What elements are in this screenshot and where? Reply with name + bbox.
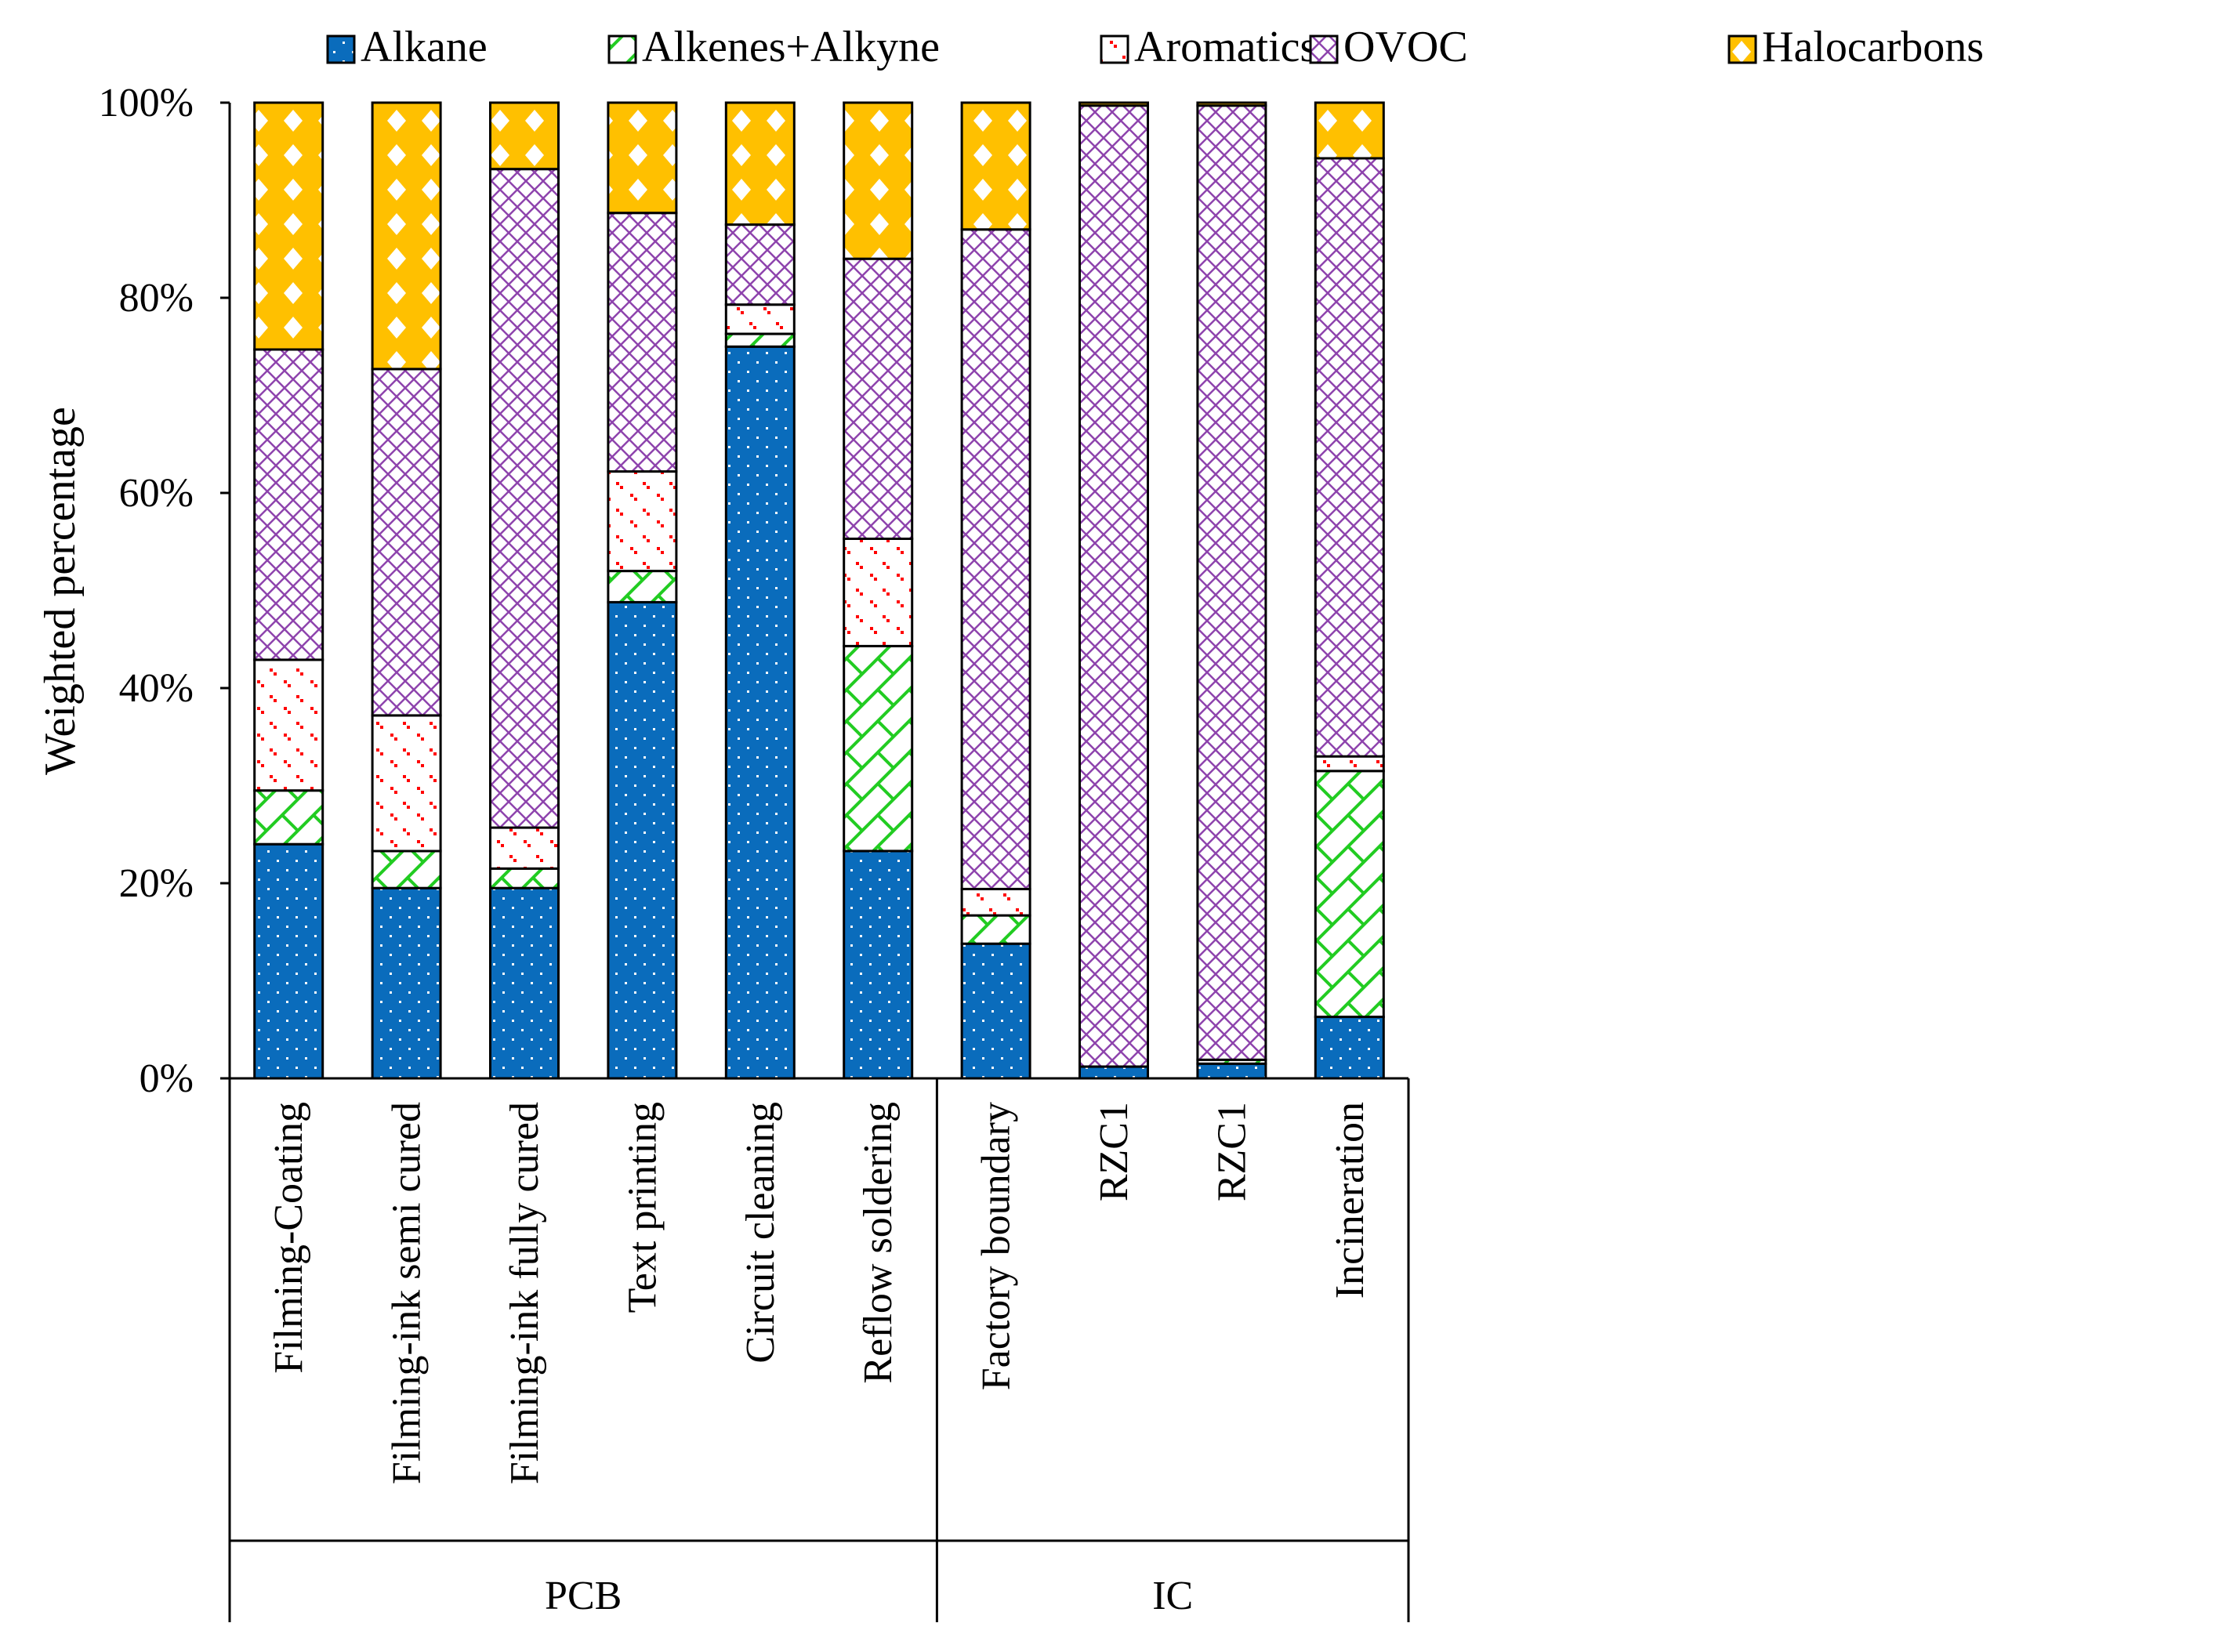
bar-segment-aromatics-5: [724, 303, 796, 335]
bar-segment-aromatics-4: [607, 470, 678, 573]
bar-segment-ovoc-7: [960, 228, 1031, 890]
bar-segment-ovoc-8: [1078, 104, 1149, 1068]
legend-swatch-ovoc: [1309, 34, 1339, 64]
bar-segment-aromatics-7: [960, 888, 1031, 917]
legend-swatch-alkenes-alkyne: [607, 34, 637, 64]
bar-segment-ovoc-10: [1314, 157, 1385, 758]
legend-label-halocarbons: Halocarbons: [1762, 23, 1984, 71]
group-label-pcb: PCB: [545, 1574, 622, 1618]
bar-segment-alkane-9: [1196, 1062, 1267, 1080]
bar-segment-aromatics-3: [489, 826, 560, 870]
bar-segment-ovoc-1: [253, 348, 324, 661]
bar-segment-halocarbons-2: [371, 101, 442, 371]
plot-area: [253, 101, 1385, 1080]
bar-segment-aromatics-10: [1314, 755, 1385, 773]
bar-segment-ovoc-5: [724, 223, 796, 306]
y-tick-label: 100%: [99, 81, 194, 125]
group-label-ic: IC: [1152, 1574, 1193, 1618]
bar-segment-alkane-3: [489, 886, 560, 1080]
x-tick-label: Text printing: [620, 1102, 665, 1313]
bar-segment-halocarbons-5: [724, 101, 796, 226]
bar-segment-halocarbons-9: [1196, 101, 1267, 107]
bar-segment-alkenes-alkyne-6: [843, 645, 914, 853]
legend: Alkane Alkenes+Alkyne Aromatics OVOC Halocar…: [326, 23, 1984, 71]
y-tick-label: 60%: [119, 471, 194, 516]
bar-segment-alkenes-alkyne-1: [253, 789, 324, 846]
bar-segment-alkane-5: [724, 345, 796, 1080]
bar-segment-halocarbons-10: [1314, 101, 1385, 160]
x-tick-label: RZC1: [1092, 1102, 1137, 1201]
y-axis-label: Weighted percentage: [36, 407, 85, 775]
bar-segment-alkane-7: [960, 942, 1031, 1080]
x-tick-label: Filming-ink semi cured: [385, 1102, 430, 1484]
legend-label-alkenes-alkyne: Alkenes+Alkyne: [642, 23, 940, 71]
bar-segment-alkenes-alkyne-3: [489, 867, 560, 889]
bar-segment-halocarbons-7: [960, 101, 1031, 231]
bar-segment-aromatics-6: [843, 538, 914, 647]
bar-segment-alkenes-alkyne-2: [371, 850, 442, 889]
bar-segment-aromatics-2: [371, 714, 442, 853]
bar-segment-alkenes-alkyne-5: [724, 332, 796, 348]
bar-segment-halocarbons-4: [607, 101, 678, 215]
axes: 0% 20% 40% 60% 80% 100% Weighted percentage Fil…: [36, 81, 1410, 1622]
bar-segment-halocarbons-6: [843, 101, 914, 260]
bar-segment-ovoc-3: [489, 168, 560, 829]
legend-swatch-alkane: [326, 34, 356, 64]
bar-segment-alkane-6: [843, 850, 914, 1080]
bar-segment-ovoc-6: [843, 257, 914, 540]
bar-segment-alkane-2: [371, 886, 442, 1080]
bar-segment-alkane-1: [253, 842, 324, 1080]
x-tick-label: Reflow soldering: [856, 1102, 901, 1384]
bar-segment-ovoc-2: [371, 368, 442, 717]
y-tick-label: 20%: [119, 861, 194, 906]
bar-segment-alkane-10: [1314, 1016, 1385, 1080]
x-tick-label: Incineration: [1328, 1102, 1372, 1299]
bar-segment-alkenes-alkyne-10: [1314, 770, 1385, 1018]
y-tick-label: 80%: [119, 276, 194, 321]
x-tick-label: RZC1: [1209, 1102, 1254, 1201]
legend-label-ovoc: OVOC: [1343, 23, 1468, 71]
bar-segment-halocarbons-1: [253, 101, 324, 351]
x-tick-label: Circuit cleaning: [738, 1102, 783, 1364]
y-tick-label: 40%: [119, 666, 194, 711]
x-tick-label: Factory boundary: [974, 1102, 1019, 1390]
bar-segment-halocarbons-3: [489, 101, 560, 171]
bar-segment-alkenes-alkyne-4: [607, 570, 678, 603]
bar-segment-ovoc-4: [607, 212, 678, 473]
legend-swatch-aromatics: [1100, 34, 1129, 64]
x-tick-label: Filming-ink fully cured: [502, 1102, 547, 1484]
legend-label-alkane: Alkane: [361, 23, 488, 71]
bar-segment-alkane-8: [1078, 1065, 1149, 1080]
y-tick-label: 0%: [140, 1056, 194, 1101]
bar-segment-alkane-4: [607, 600, 678, 1080]
bar-segment-halocarbons-8: [1078, 101, 1149, 107]
bar-segment-aromatics-1: [253, 658, 324, 792]
legend-label-aromatics: Aromatics: [1134, 23, 1317, 71]
bar-segment-alkenes-alkyne-7: [960, 914, 1031, 945]
bar-segment-ovoc-9: [1196, 104, 1267, 1061]
x-tick-label: Filming-Coating: [266, 1102, 311, 1374]
legend-swatch-halocarbons: [1727, 34, 1757, 64]
